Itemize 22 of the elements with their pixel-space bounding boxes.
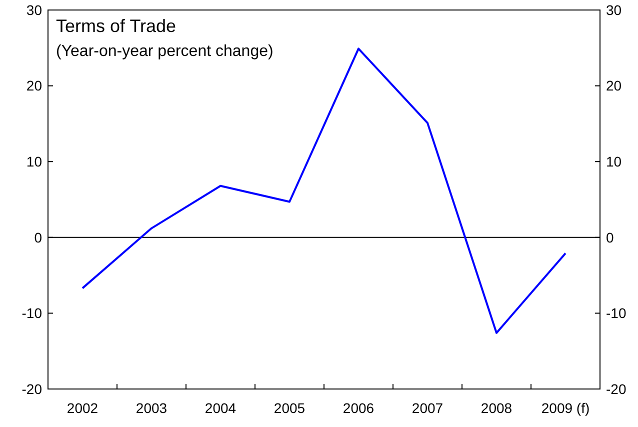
y2-tick-label: 10 (606, 154, 622, 170)
y-tick-label: -10 (22, 305, 42, 322)
x-tick-label: 2007 (412, 400, 444, 416)
y-tick-label: 20 (26, 78, 42, 94)
y-tick-label: 0 (34, 229, 42, 246)
x-tick-label: 2006 (342, 400, 374, 416)
y2-tick-label: 30 (606, 2, 622, 18)
x-tick-label: 2002 (66, 400, 98, 416)
x-tick-label: 2005 (274, 400, 306, 416)
y2-tick-label: 0 (606, 229, 614, 246)
y-tick-label: -20 (22, 380, 42, 397)
text: (Year-on-year percent change) (56, 43, 274, 60)
y-tick-label: 30 (26, 2, 42, 18)
chart-title: Terms of Trade (56, 16, 176, 36)
y2-tick-label: -20 (606, 380, 626, 397)
y-tick-label: 10 (26, 154, 42, 170)
x-tick-label: 2009 (f) (541, 400, 590, 416)
x-tick-label: 2003 (136, 400, 168, 416)
x-tick-label: 2008 (480, 400, 512, 416)
y2-tick-label: -10 (606, 305, 626, 322)
y2-tick-label: 20 (606, 78, 622, 94)
x-tick-label: 2004 (204, 400, 236, 416)
